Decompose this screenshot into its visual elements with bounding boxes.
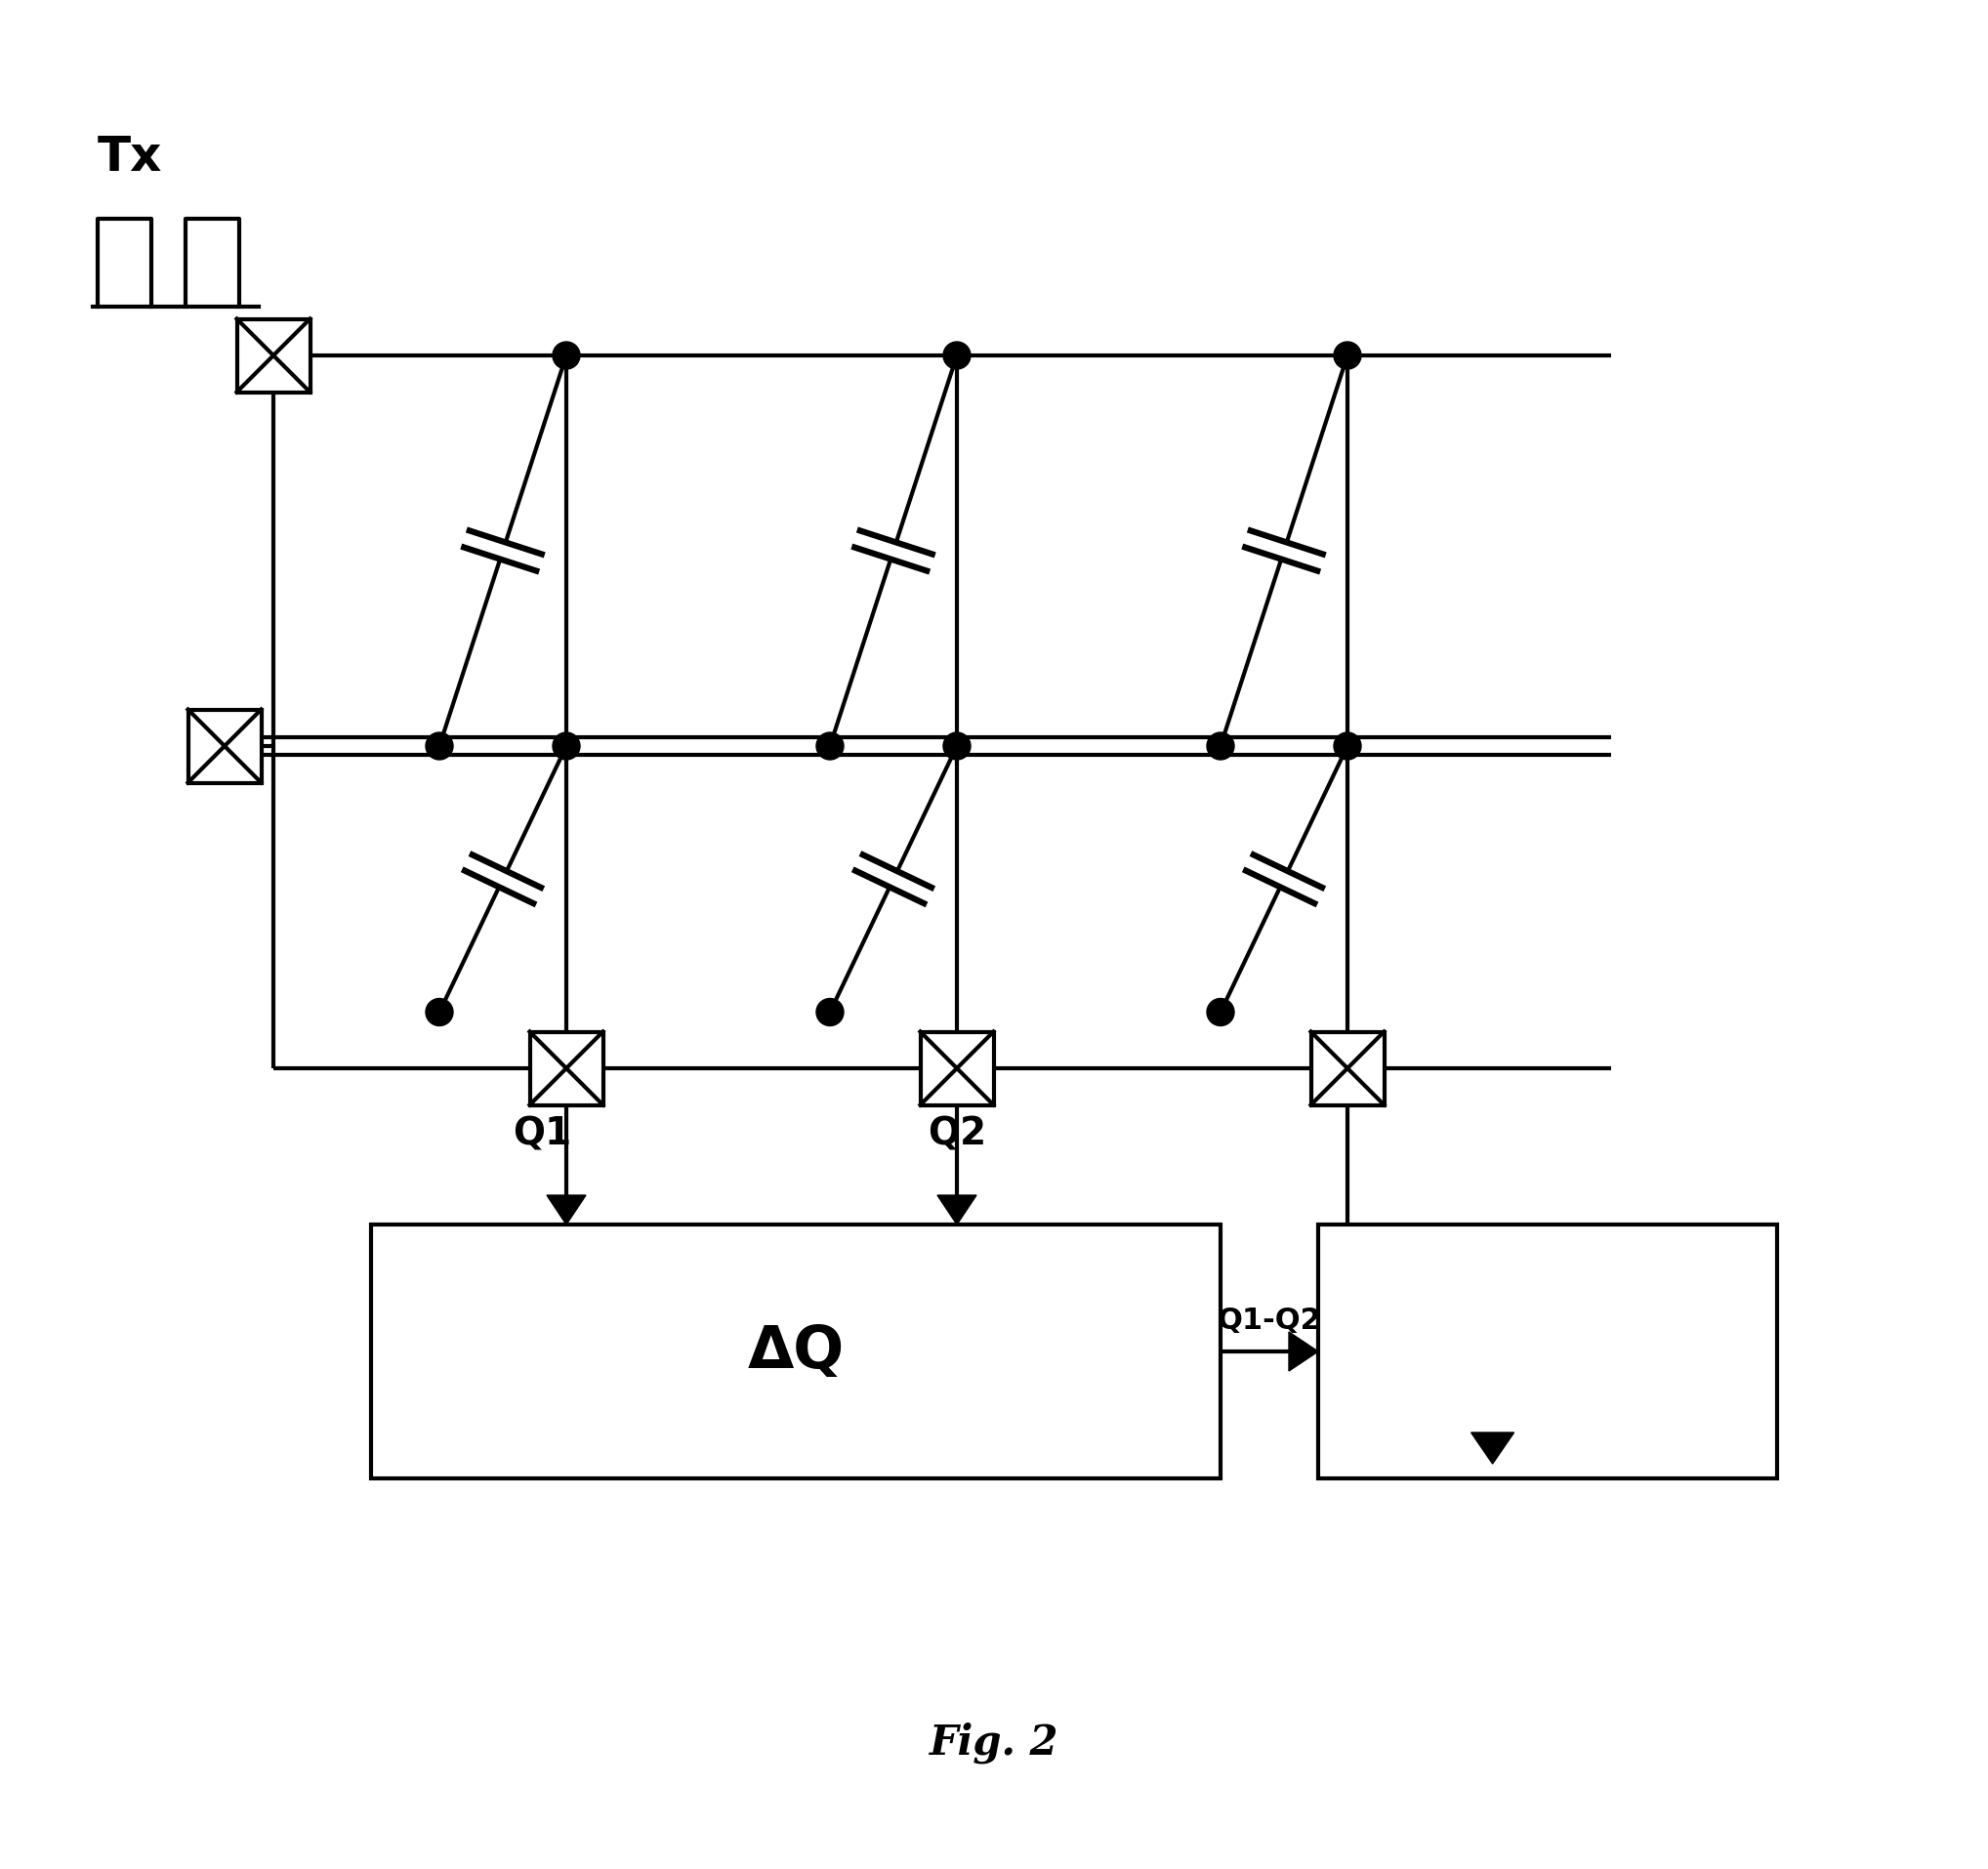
- Bar: [920, 1032, 994, 1105]
- Circle shape: [1334, 733, 1362, 761]
- Bar: [372, 1224, 1221, 1478]
- Circle shape: [942, 733, 970, 761]
- Circle shape: [1207, 998, 1235, 1026]
- Circle shape: [817, 998, 843, 1026]
- Bar: [529, 1032, 602, 1105]
- Bar: [237, 320, 310, 392]
- Circle shape: [1334, 342, 1362, 370]
- Polygon shape: [938, 1196, 976, 1224]
- Polygon shape: [1471, 1434, 1515, 1463]
- Text: Q2: Q2: [928, 1116, 986, 1151]
- Bar: [1310, 1032, 1384, 1105]
- Circle shape: [942, 342, 970, 370]
- Text: Tx: Tx: [97, 135, 163, 181]
- Polygon shape: [1288, 1333, 1318, 1372]
- Bar: [1318, 1224, 1777, 1478]
- Text: Q1: Q1: [513, 1116, 571, 1151]
- Circle shape: [553, 342, 580, 370]
- Circle shape: [817, 733, 843, 761]
- Circle shape: [553, 733, 580, 761]
- Circle shape: [1207, 733, 1235, 761]
- Circle shape: [425, 998, 453, 1026]
- Polygon shape: [547, 1196, 586, 1224]
- Text: ΔQ: ΔQ: [747, 1323, 845, 1381]
- Bar: [189, 710, 260, 783]
- Circle shape: [425, 733, 453, 761]
- Text: Fig. 2: Fig. 2: [928, 1721, 1060, 1762]
- Text: Q1-Q2: Q1-Q2: [1217, 1306, 1322, 1334]
